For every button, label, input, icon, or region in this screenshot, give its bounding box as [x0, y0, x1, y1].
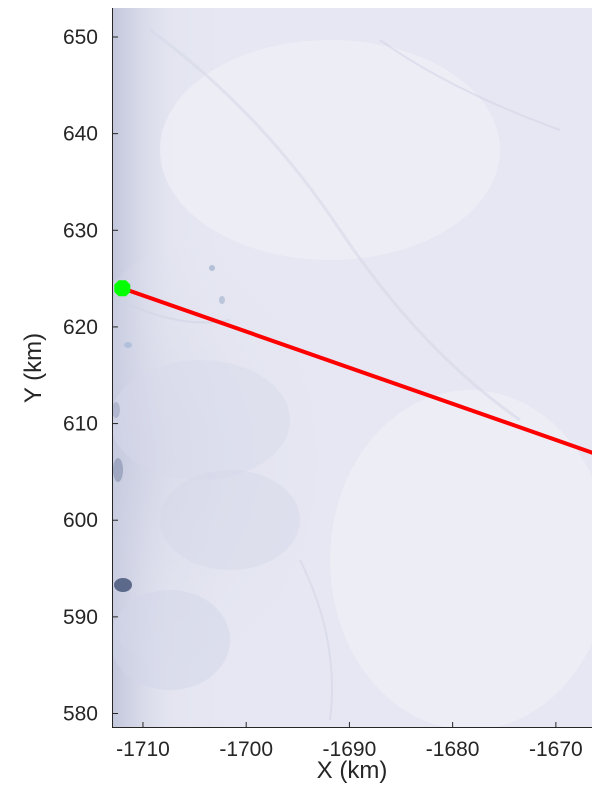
- y-tick-label: 610: [63, 413, 98, 436]
- y-tick-label: 620: [63, 316, 98, 339]
- start-marker: [114, 280, 131, 297]
- y-tick-label: 630: [63, 219, 98, 242]
- y-ticks: 580 590 600 610 620 630 640 650: [63, 26, 118, 726]
- axes: -1710 -1700 -1690 -1680 -1670 580 590 600 610 62…: [63, 8, 592, 761]
- x-axis-label: X (km): [317, 757, 388, 784]
- y-tick-label: 580: [63, 703, 98, 726]
- y-tick-label: 650: [63, 26, 98, 49]
- profile-line: [120, 286, 592, 455]
- satellite-basemap: [112, 8, 592, 728]
- x-tick-label: -1700: [219, 738, 273, 761]
- y-tick-label: 600: [63, 509, 98, 532]
- map-overlays: [114, 280, 592, 455]
- x-ticks: -1710 -1700 -1690 -1680 -1670: [116, 722, 583, 761]
- start-marker-shape: [114, 280, 131, 297]
- y-tick-label: 640: [63, 123, 98, 146]
- y-tick-label: 590: [63, 606, 98, 629]
- x-tick-label: -1710: [116, 738, 170, 761]
- y-axis-label: Y (km): [20, 333, 47, 403]
- x-tick-label: -1670: [529, 738, 583, 761]
- x-tick-label: -1690: [323, 738, 377, 761]
- x-tick-label: -1680: [426, 738, 480, 761]
